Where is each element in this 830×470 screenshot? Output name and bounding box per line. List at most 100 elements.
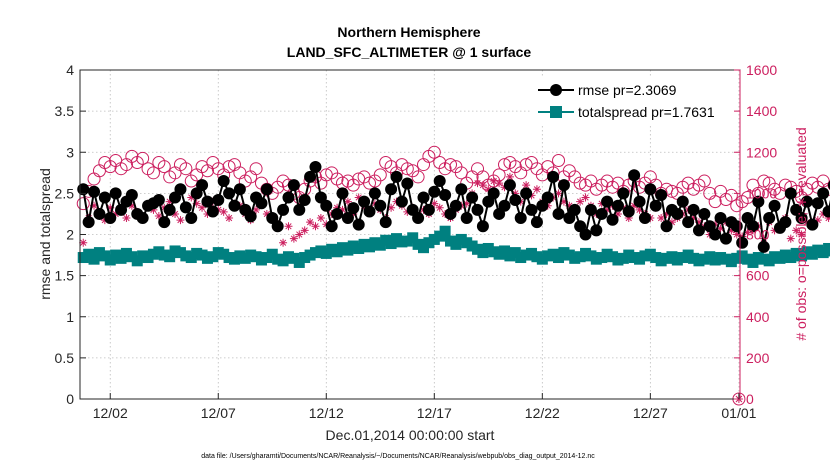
rmse-point	[503, 179, 516, 192]
rmse-point	[379, 216, 392, 229]
obs-evaluated-point	[522, 181, 531, 190]
y-tick-label: 3.5	[55, 103, 75, 119]
obs-evaluated-point	[505, 172, 514, 181]
rmse-point	[336, 187, 349, 200]
obs-evaluated-point	[295, 230, 304, 239]
obs-evaluated-point	[79, 238, 88, 247]
obs-evaluated-point	[689, 214, 698, 223]
obs-evaluated-point	[165, 197, 174, 206]
rmse-point	[287, 179, 300, 192]
legend-box	[530, 76, 734, 124]
x-tick-label: 12/22	[525, 405, 560, 421]
rmse-point	[93, 207, 106, 220]
rmse-point	[196, 179, 209, 192]
rmse-point	[271, 220, 284, 233]
y-tick-label: 1	[66, 309, 74, 325]
rmse-point	[293, 203, 306, 216]
rmse-point	[466, 191, 479, 204]
rmse-point	[401, 177, 414, 190]
obs-evaluated-point	[219, 207, 228, 216]
rmse-point	[784, 187, 797, 200]
rmse-point	[622, 205, 635, 218]
data-file-note: data file: /Users/gharamti/Documents/NCA…	[201, 453, 595, 460]
y2-tick-label: 1400	[746, 103, 777, 119]
y2-tick-label: 600	[746, 268, 770, 284]
rmse-point	[174, 183, 187, 196]
obs-evaluated-point	[198, 203, 207, 212]
rmse-point	[277, 203, 290, 216]
obs-evaluated-point	[106, 203, 115, 212]
rmse-point	[817, 187, 830, 200]
y-tick-label: 0	[66, 391, 74, 407]
obs-evaluated-point	[532, 185, 541, 194]
rmse-point	[476, 220, 489, 233]
rmse-point	[341, 212, 354, 225]
rmse-point	[541, 191, 554, 204]
rmse-point	[611, 199, 624, 212]
rmse-point	[347, 202, 360, 215]
obs-evaluated-point	[387, 203, 396, 212]
rmse-point	[568, 203, 581, 216]
obs-possible-point	[444, 158, 458, 172]
chart-title-line1: Northern Hemisphere	[337, 24, 480, 40]
obs-evaluated-point	[300, 226, 309, 235]
obs-evaluated-point	[316, 214, 325, 223]
obs-possible-point	[249, 162, 263, 176]
obs-evaluated-point	[743, 228, 752, 237]
rmse-point	[385, 183, 398, 196]
obs-possible-point	[157, 160, 171, 174]
rmse-point	[779, 216, 792, 229]
rmse-point	[763, 212, 776, 225]
rmse-point	[206, 205, 219, 218]
obs-evaluated-point	[149, 205, 158, 214]
x-tick-label: 12/12	[309, 405, 344, 421]
obs-possible-point	[724, 188, 738, 202]
rmse-point	[757, 240, 770, 253]
obs-evaluated-point	[192, 199, 201, 208]
obs-evaluated-point	[171, 209, 180, 218]
obs-evaluated-point	[624, 214, 633, 223]
totalspread-point	[88, 253, 100, 265]
x-tick-label: 12/07	[201, 405, 236, 421]
rmse-point	[228, 199, 241, 212]
x-tick-label: 12/17	[417, 405, 452, 421]
rmse-point	[439, 189, 452, 202]
rmse-point	[374, 199, 387, 212]
obs-possible-point	[373, 168, 387, 182]
rmse-point	[671, 207, 684, 220]
rmse-point	[179, 201, 192, 214]
obs-evaluated-point	[484, 185, 493, 194]
obs-evaluated-point	[435, 203, 444, 212]
rmse-point	[514, 212, 527, 225]
rmse-point	[768, 199, 781, 212]
y2-tick-label: 200	[746, 350, 770, 366]
rmse-point	[806, 218, 819, 231]
obs-evaluated-point	[430, 199, 439, 208]
x-axis-label: Dec.01,2014 00:00:00 start	[326, 427, 495, 443]
rmse-point	[746, 220, 759, 233]
rmse-point	[212, 193, 225, 206]
rmse-point	[579, 228, 592, 241]
legend-spread-label: totalspread pr=1.7631	[578, 104, 715, 120]
rmse-point	[617, 187, 630, 200]
obs-evaluated-point	[667, 218, 676, 227]
obs-evaluated-point	[716, 224, 725, 233]
rmse-point	[698, 207, 711, 220]
obs-possible-point	[697, 174, 711, 188]
rmse-point	[82, 216, 95, 229]
totalspread-point	[439, 225, 451, 237]
rmse-point	[412, 212, 425, 225]
obs-evaluated-point	[613, 209, 622, 218]
obs-evaluated-point	[187, 193, 196, 202]
rmse-point	[595, 207, 608, 220]
rmse-point	[217, 175, 230, 188]
obs-evaluated-point	[495, 179, 504, 188]
rmse-point	[687, 203, 700, 216]
rmse-point	[633, 195, 646, 208]
rmse-point	[109, 187, 122, 200]
obs-evaluated-point	[813, 216, 822, 225]
rmse-point	[449, 199, 462, 212]
obs-evaluated-point	[662, 209, 671, 218]
rmse-point	[530, 216, 543, 229]
